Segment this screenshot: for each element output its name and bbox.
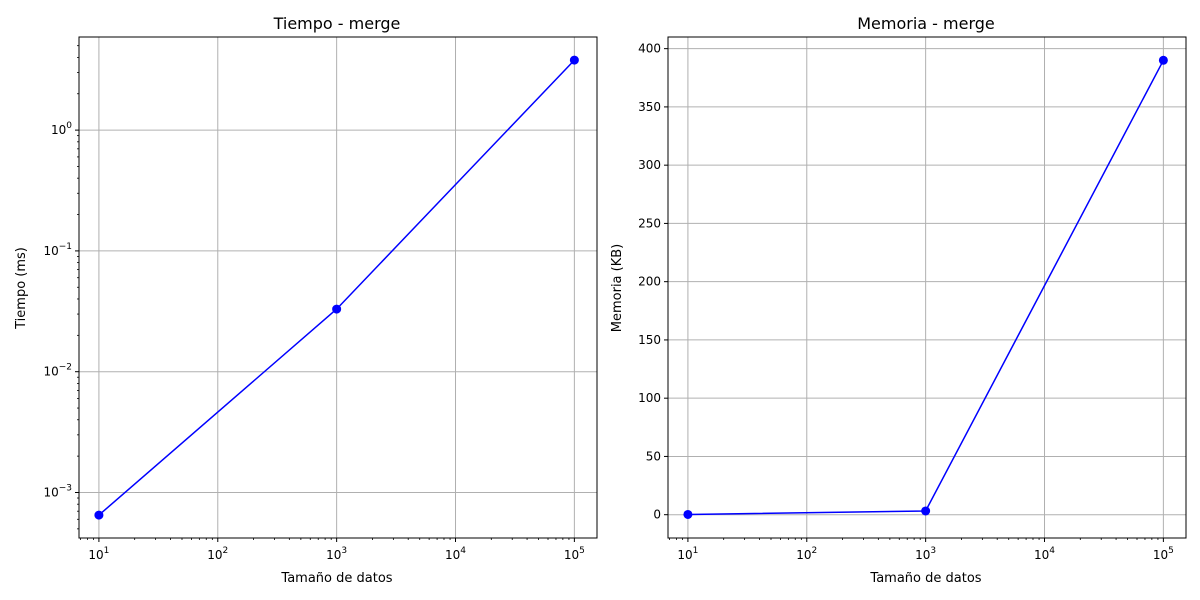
y-tick-label: 350 (638, 100, 661, 114)
chart-title: Memoria - merge (857, 14, 995, 33)
y-tick-label: 10−3 (43, 483, 72, 499)
plot-area (94, 55, 579, 520)
y-tick-label: 0 (653, 508, 661, 522)
chart-memoria: Memoria - merge Tamaño de datos Memoria … (610, 14, 1187, 586)
x-tick-label: 101 (88, 546, 109, 562)
x-tick-label: 102 (796, 546, 817, 562)
chart-tiempo: Tiempo - merge Tamaño de datos Tiempo (m… (14, 14, 598, 586)
x-tick-label: 102 (207, 546, 228, 562)
x-tick-label: 101 (677, 546, 698, 562)
y-axis-label: Tiempo (ms) (14, 247, 29, 330)
data-point (569, 55, 579, 65)
data-point (94, 510, 104, 520)
y-tick-label: 250 (638, 216, 661, 230)
data-point (921, 506, 931, 516)
x-tick-label: 104 (445, 546, 466, 562)
y-axis-label: Memoria (KB) (610, 244, 625, 332)
y-tick-label: 50 (646, 449, 661, 463)
x-tick-label: 104 (1034, 546, 1055, 562)
y-tick-label: 300 (638, 158, 661, 172)
axis-ticks: 101 102 103 104 105 0 50 100 150 200 250 300 350 400 (638, 42, 1174, 562)
y-tick-label: 10−2 (43, 363, 72, 379)
x-tick-label: 105 (1153, 546, 1174, 562)
plot-frame (78, 36, 598, 539)
chart-title: Tiempo - merge (273, 14, 401, 33)
x-axis-label: Tamaño de datos (280, 571, 392, 586)
plot-frame (667, 36, 1187, 539)
x-tick-label: 105 (564, 546, 585, 562)
x-tick-label: 103 (915, 546, 936, 562)
grid-lines (668, 37, 1186, 538)
y-tick-label: 100 (51, 121, 72, 137)
x-tick-label: 103 (326, 546, 347, 562)
y-tick-label: 400 (638, 42, 661, 56)
y-tick-label: 100 (638, 391, 661, 405)
x-axis-label: Tamaño de datos (869, 571, 981, 586)
data-point (332, 304, 342, 314)
y-tick-label: 150 (638, 333, 661, 347)
data-point (683, 509, 693, 519)
y-tick-label: 200 (638, 275, 661, 289)
grid-lines (79, 37, 597, 538)
y-tick-label: 10−1 (43, 242, 72, 258)
data-point (1158, 55, 1168, 65)
axis-ticks: 101 102 103 104 105 10−3 10−2 10−1 100 (43, 45, 585, 562)
plot-area (683, 55, 1168, 519)
